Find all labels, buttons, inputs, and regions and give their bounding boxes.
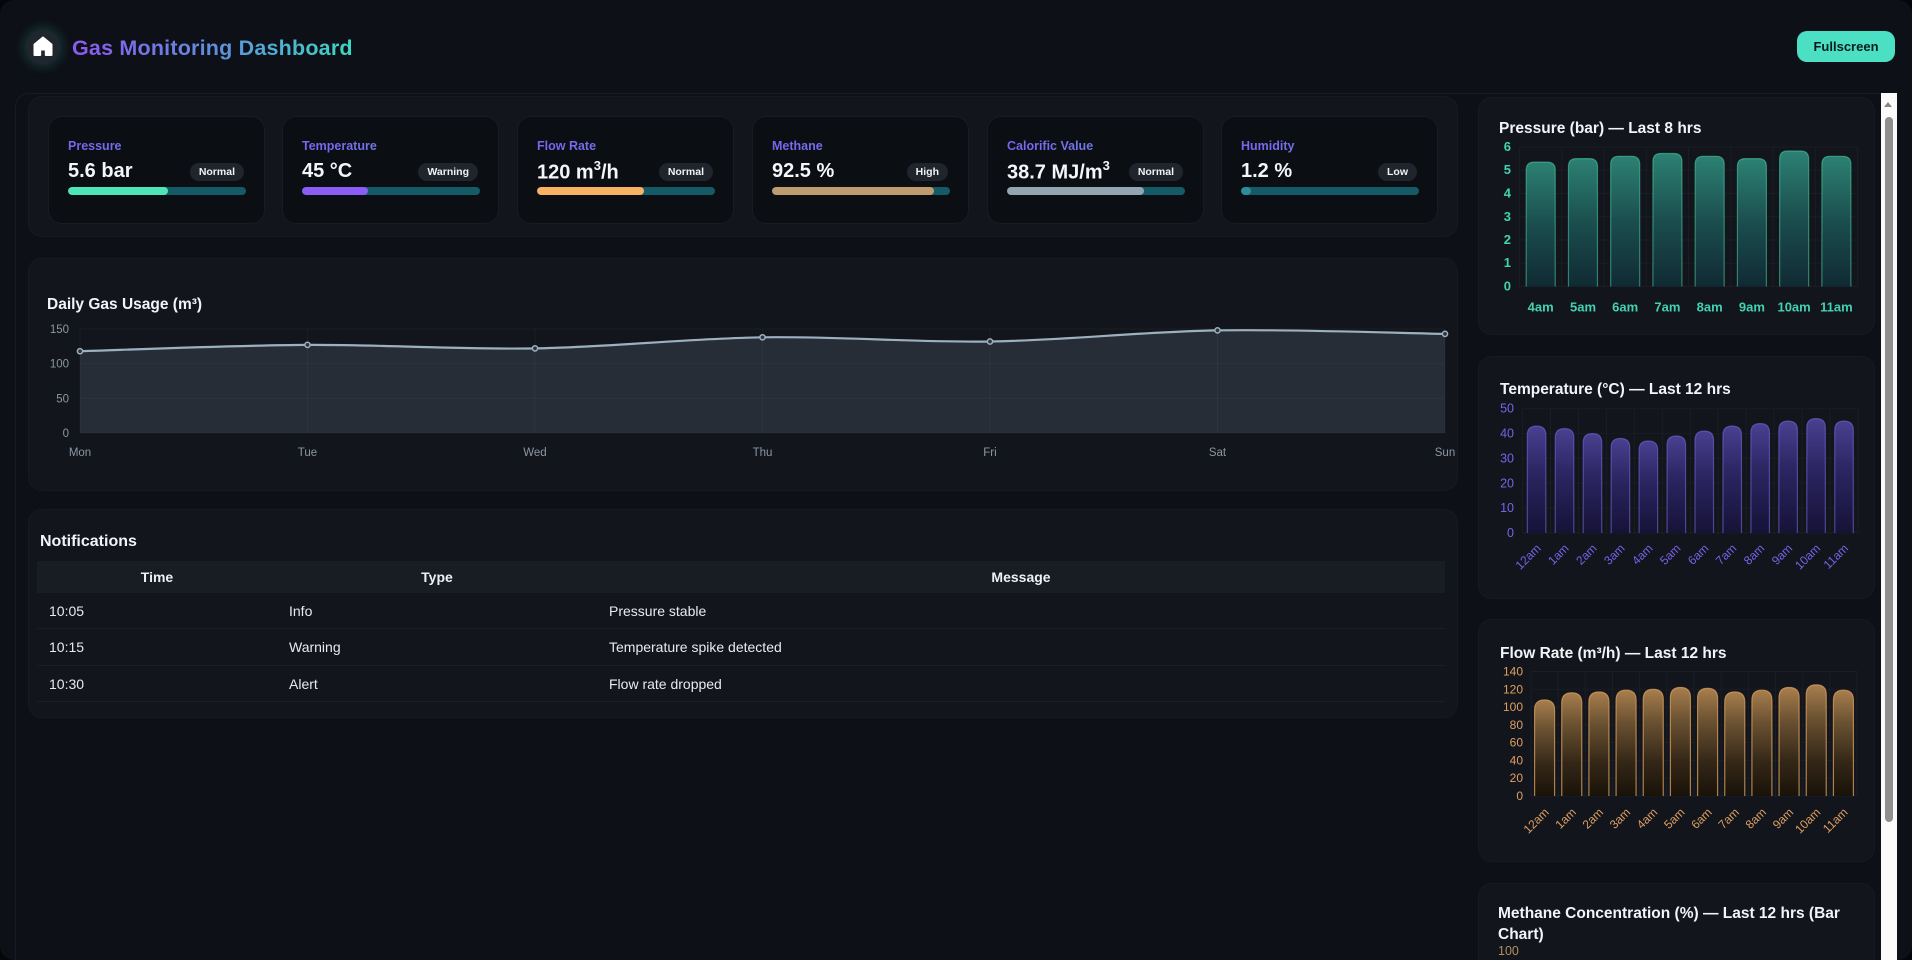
svg-text:7am: 7am [1654, 300, 1680, 315]
svg-text:7am: 7am [1716, 805, 1742, 831]
svg-text:6am: 6am [1612, 300, 1638, 315]
svg-text:5am: 5am [1657, 541, 1683, 567]
svg-text:4am: 4am [1629, 541, 1655, 567]
svg-text:3: 3 [1504, 209, 1511, 224]
svg-text:6am: 6am [1688, 805, 1714, 831]
svg-text:0: 0 [1516, 789, 1523, 803]
svg-text:Mon: Mon [69, 447, 91, 459]
svg-text:100: 100 [1503, 700, 1523, 714]
svg-text:9am: 9am [1769, 541, 1795, 567]
svg-text:9am: 9am [1739, 300, 1765, 315]
svg-text:1: 1 [1504, 255, 1511, 270]
svg-text:5am: 5am [1570, 300, 1596, 315]
svg-text:4: 4 [1504, 186, 1512, 201]
svg-text:11am: 11am [1820, 805, 1851, 836]
svg-text:1am: 1am [1553, 805, 1579, 831]
svg-text:120: 120 [1503, 682, 1523, 696]
svg-text:30: 30 [1500, 451, 1514, 465]
svg-text:Sat: Sat [1209, 447, 1227, 459]
svg-text:20: 20 [1500, 476, 1514, 490]
svg-text:Wed: Wed [523, 447, 546, 459]
svg-text:40: 40 [1500, 427, 1514, 441]
svg-text:Fri: Fri [983, 447, 996, 459]
svg-text:6: 6 [1504, 139, 1511, 154]
svg-text:12am: 12am [1521, 805, 1552, 836]
svg-text:Sun: Sun [1435, 447, 1455, 459]
svg-text:11am: 11am [1820, 300, 1853, 315]
svg-text:40: 40 [1510, 753, 1524, 767]
svg-text:3am: 3am [1601, 541, 1627, 567]
svg-text:0: 0 [63, 428, 69, 440]
svg-text:0: 0 [1504, 279, 1511, 294]
svg-text:4am: 4am [1528, 300, 1554, 315]
svg-text:3am: 3am [1607, 805, 1633, 831]
svg-text:5: 5 [1504, 162, 1511, 177]
svg-text:10: 10 [1500, 501, 1514, 515]
svg-text:Thu: Thu [753, 447, 773, 459]
svg-text:2: 2 [1504, 232, 1511, 247]
svg-text:20: 20 [1510, 771, 1524, 785]
svg-text:1am: 1am [1545, 541, 1571, 567]
svg-text:50: 50 [56, 393, 69, 405]
svg-text:2am: 2am [1573, 541, 1599, 567]
svg-text:Tue: Tue [298, 447, 317, 459]
svg-text:8am: 8am [1697, 300, 1723, 315]
svg-text:150: 150 [50, 324, 69, 336]
svg-text:8am: 8am [1741, 541, 1767, 567]
svg-text:0: 0 [1507, 526, 1514, 540]
svg-text:100: 100 [50, 359, 69, 371]
svg-text:8am: 8am [1743, 805, 1769, 831]
svg-text:12am: 12am [1513, 541, 1544, 572]
svg-text:2am: 2am [1580, 805, 1606, 831]
svg-text:7am: 7am [1713, 541, 1739, 567]
svg-text:10am: 10am [1792, 805, 1823, 836]
svg-text:11am: 11am [1821, 541, 1852, 572]
svg-text:80: 80 [1510, 718, 1524, 732]
svg-text:4am: 4am [1634, 805, 1660, 831]
svg-text:5am: 5am [1661, 805, 1687, 831]
svg-text:60: 60 [1510, 736, 1524, 750]
svg-text:140: 140 [1503, 665, 1523, 679]
svg-text:10am: 10am [1777, 300, 1810, 315]
svg-text:6am: 6am [1685, 541, 1711, 567]
svg-text:10am: 10am [1792, 541, 1823, 572]
svg-text:50: 50 [1500, 402, 1514, 416]
